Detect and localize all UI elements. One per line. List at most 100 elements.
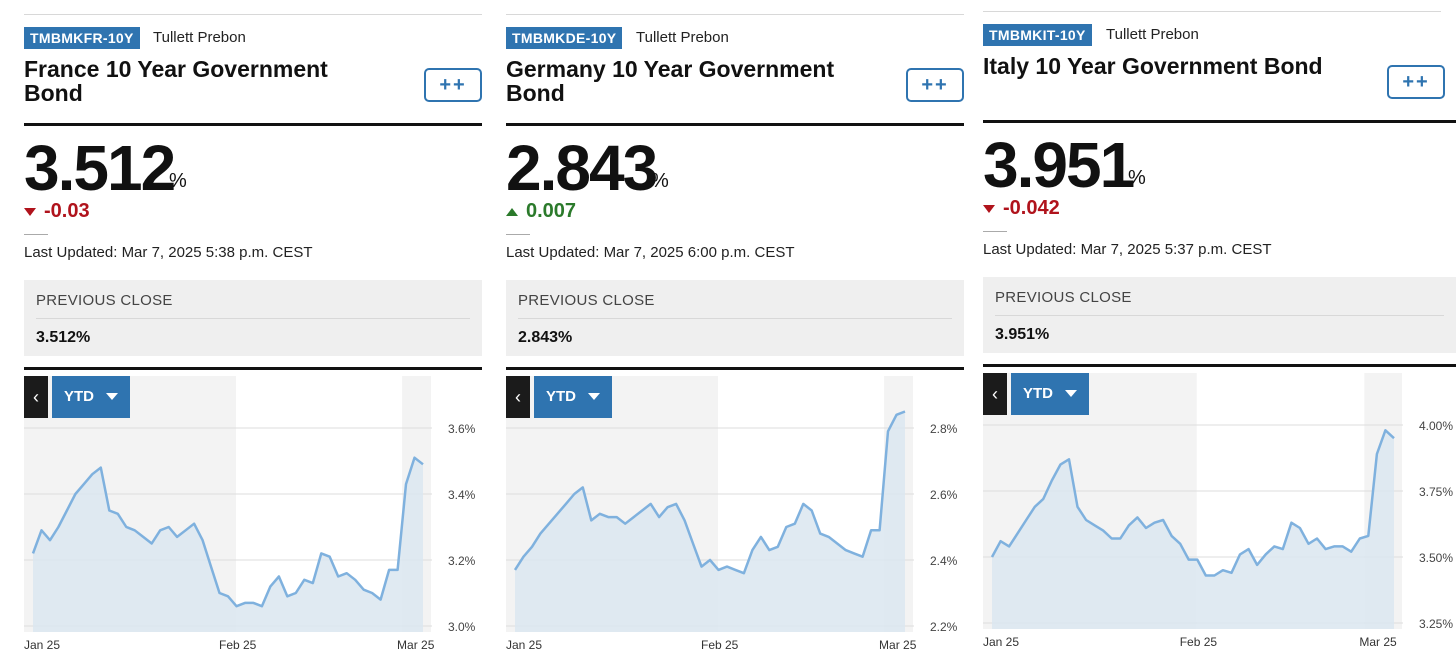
previous-close-divider — [518, 318, 952, 319]
chart-svg: 2.2% 2.4% 2.6% 2.8% Jan 25 Feb 25 Mar 25 — [506, 376, 958, 652]
previous-close-value: 3.512% — [36, 329, 91, 346]
add-to-watchlist-button[interactable]: ++ — [1387, 65, 1445, 99]
last-updated: Last Updated: Mar 7, 2025 6:00 p.m. CEST — [506, 244, 795, 261]
chart-svg: 3.25% 3.50% 3.75% 4.00% Jan 25 Feb 25 Mar 25 — [983, 373, 1453, 649]
change-value: 0.007 — [506, 200, 576, 223]
range-label: YTD — [64, 388, 94, 405]
range-select[interactable]: YTD — [534, 376, 612, 418]
caret-down-icon — [1065, 390, 1077, 397]
chart-divider — [24, 367, 482, 370]
y-tick-label: 3.0% — [448, 620, 476, 634]
yield-area — [992, 430, 1394, 629]
ticker-badge[interactable]: TMBMKIT-10Y — [983, 24, 1092, 46]
top-divider — [24, 14, 482, 15]
previous-close-box: PREVIOUS CLOSE 3.951% — [983, 277, 1456, 353]
short-divider — [983, 231, 1007, 232]
x-tick-label: Feb 25 — [701, 638, 739, 652]
y-tick-label: 3.2% — [448, 554, 476, 568]
instrument-title: France 10 Year Government Bond — [24, 56, 328, 106]
y-tick-label: 4.00% — [1419, 419, 1453, 433]
change-value: -0.042 — [983, 197, 1060, 220]
yield-chart[interactable]: 3.0% 3.2% 3.4% 3.6% Jan 25 Feb 25 Mar 25 ‹ YTD — [24, 370, 482, 660]
chevron-left-icon[interactable]: ‹ — [983, 373, 1007, 415]
source-label: Tullett Prebon — [1106, 26, 1199, 43]
previous-close-value: 3.951% — [995, 326, 1050, 343]
x-tick-label: Jan 25 — [983, 635, 1019, 649]
instrument-title: Italy 10 Year Government Bond — [983, 53, 1323, 79]
y-tick-label: 2.8% — [930, 422, 958, 436]
chart-divider — [983, 364, 1456, 367]
add-to-watchlist-button[interactable]: ++ — [424, 68, 482, 102]
yield-line — [990, 429, 1395, 577]
top-divider — [506, 14, 964, 15]
yield-unit: % — [651, 170, 669, 192]
source-label: Tullett Prebon — [636, 29, 729, 46]
x-tick-label: Jan 25 — [506, 638, 542, 652]
yield-chart[interactable]: 2.2% 2.4% 2.6% 2.8% Jan 25 Feb 25 Mar 25 ‹ YTD — [506, 370, 964, 660]
y-tick-label: 3.25% — [1419, 617, 1453, 631]
short-divider — [506, 234, 530, 235]
header-divider — [983, 120, 1456, 123]
change-text: -0.042 — [1003, 197, 1060, 219]
yield-line — [31, 456, 424, 608]
x-tick-label: Mar 25 — [1359, 635, 1397, 649]
previous-close-value: 2.843% — [518, 329, 573, 346]
previous-close-label: PREVIOUS CLOSE — [36, 292, 173, 309]
change-value: -0.03 — [24, 200, 90, 223]
yield-unit: % — [1128, 167, 1146, 189]
top-divider — [983, 11, 1441, 12]
chart-svg: 3.0% 3.2% 3.4% 3.6% Jan 25 Feb 25 Mar 25 — [24, 376, 476, 652]
change-text: -0.03 — [44, 200, 90, 222]
range-select[interactable]: YTD — [1011, 373, 1089, 415]
y-tick-label: 3.4% — [448, 488, 476, 502]
x-tick-label: Mar 25 — [397, 638, 435, 652]
previous-close-box: PREVIOUS CLOSE 3.512% — [24, 280, 482, 356]
arrow-down-icon — [24, 207, 36, 216]
arrow-down-icon — [983, 204, 995, 213]
bond-panel-germany: TMBMKDE-10Y Tullett Prebon Germany 10 Ye… — [506, 0, 964, 666]
yield-unit: % — [169, 170, 187, 192]
header-divider — [506, 123, 964, 126]
bond-panel-italy: TMBMKIT-10Y Tullett Prebon Italy 10 Year… — [983, 0, 1456, 663]
previous-close-divider — [36, 318, 470, 319]
last-updated: Last Updated: Mar 7, 2025 5:38 p.m. CEST — [24, 244, 313, 261]
previous-close-label: PREVIOUS CLOSE — [995, 289, 1132, 306]
ticker-badge[interactable]: TMBMKFR-10Y — [24, 27, 140, 49]
x-tick-label: Feb 25 — [1180, 635, 1218, 649]
instrument-title: Germany 10 Year Government Bond — [506, 56, 835, 106]
last-updated: Last Updated: Mar 7, 2025 5:37 p.m. CEST — [983, 241, 1272, 258]
short-divider — [24, 234, 48, 235]
y-tick-label: 2.6% — [930, 488, 958, 502]
y-tick-label: 3.50% — [1419, 551, 1453, 565]
change-text: 0.007 — [526, 200, 577, 222]
range-label: YTD — [1023, 385, 1053, 402]
x-tick-label: Feb 25 — [219, 638, 257, 652]
header-divider — [24, 123, 482, 126]
x-tick-label: Jan 25 — [24, 638, 60, 652]
range-label: YTD — [546, 388, 576, 405]
yield-chart[interactable]: 3.25% 3.50% 3.75% 4.00% Jan 25 Feb 25 Mar 25 ‹… — [983, 367, 1453, 657]
ticker-badge[interactable]: TMBMKDE-10Y — [506, 27, 623, 49]
chevron-left-icon[interactable]: ‹ — [24, 376, 48, 418]
source-label: Tullett Prebon — [153, 29, 246, 46]
yield-line — [513, 410, 906, 575]
yield-area — [515, 411, 905, 632]
y-tick-label: 2.4% — [930, 554, 958, 568]
previous-close-box: PREVIOUS CLOSE 2.843% — [506, 280, 964, 356]
range-select[interactable]: YTD — [52, 376, 130, 418]
y-tick-label: 3.6% — [448, 422, 476, 436]
add-to-watchlist-button[interactable]: ++ — [906, 68, 964, 102]
y-tick-label: 3.75% — [1419, 485, 1453, 499]
yield-area — [33, 457, 423, 632]
chevron-left-icon[interactable]: ‹ — [506, 376, 530, 418]
previous-close-divider — [995, 315, 1444, 316]
caret-down-icon — [588, 393, 600, 400]
yield-value: 3.951 — [983, 129, 1135, 201]
arrow-up-icon — [506, 207, 518, 216]
caret-down-icon — [106, 393, 118, 400]
chart-divider — [506, 367, 964, 370]
yield-value: 2.843 — [506, 132, 658, 204]
previous-close-label: PREVIOUS CLOSE — [518, 292, 655, 309]
y-tick-label: 2.2% — [930, 620, 958, 634]
yield-value: 3.512 — [24, 132, 176, 204]
